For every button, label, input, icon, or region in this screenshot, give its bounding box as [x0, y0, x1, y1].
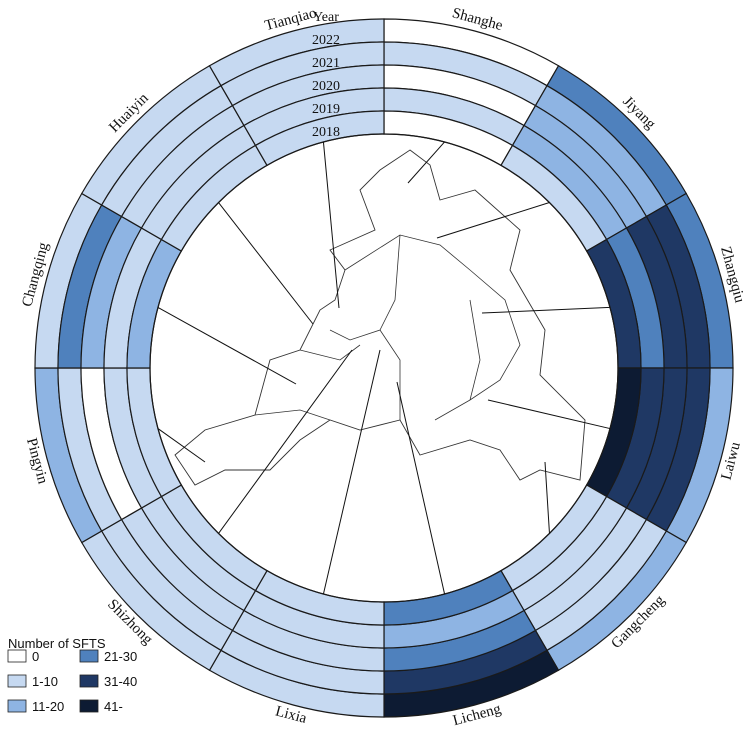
legend-label-1: 1-10: [32, 674, 58, 689]
heatmap-rings: [34, 18, 734, 718]
legend-swatch-1: [7, 674, 27, 688]
leader-line-licheng: [396, 381, 446, 595]
year-label-2018: 2018: [312, 125, 340, 140]
leader-line-changqing: [157, 306, 297, 385]
year-labels: Year 2022 2021 2020 2019 2018: [312, 10, 340, 140]
map-outline: [174, 149, 586, 486]
legend-swatch-0: [7, 649, 27, 663]
legend-title: Number of SFTS: [8, 636, 106, 651]
inner-circle: [149, 133, 619, 603]
leader-line-jiyang: [436, 202, 550, 239]
year-label-2020: 2020: [312, 79, 340, 94]
year-label-2019: 2019: [312, 102, 340, 117]
leader-line-gangcheng: [544, 461, 550, 534]
district-label-lixia: Lixia: [274, 703, 309, 727]
legend-swatch-3: [79, 649, 99, 663]
year-label-2021: 2021: [312, 56, 340, 71]
leader-line-tianqiao: [322, 141, 340, 309]
leader-line-shanghe: [407, 141, 445, 184]
legend: Number of SFTS 0 1-10 11-20 21-30 31-40 41-: [7, 636, 137, 714]
leader-line-pingyin: [157, 428, 206, 463]
legend-label-0: 0: [32, 649, 39, 664]
leader-lines: [157, 141, 611, 595]
legend-swatch-4: [79, 674, 99, 688]
map-internal-borders: [254, 234, 521, 421]
legend-swatch-2: [7, 699, 27, 713]
legend-swatch-5: [79, 699, 99, 713]
leader-line-shizhong: [218, 349, 353, 534]
year-label-2022: 2022: [312, 33, 340, 48]
leader-line-laiwu: [487, 399, 611, 430]
legend-label-2: 11-20: [32, 699, 64, 714]
leader-line-huaiyin: [218, 202, 314, 325]
leader-line-lixia: [322, 349, 381, 595]
legend-label-3: 21-30: [104, 649, 137, 664]
legend-label-4: 31-40: [104, 674, 137, 689]
legend-label-5: 41-: [104, 699, 123, 714]
leader-line-zhangqiu: [481, 306, 611, 314]
year-header-label: Year: [313, 10, 339, 25]
district-map: [174, 149, 586, 486]
